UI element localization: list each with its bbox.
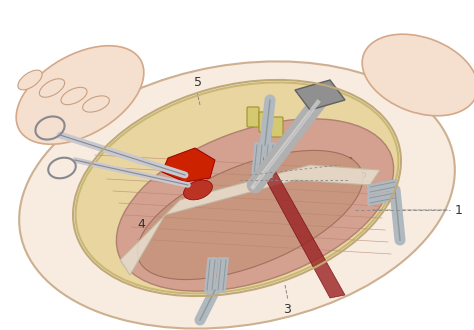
Text: 2: 2 (345, 156, 353, 170)
Polygon shape (295, 80, 345, 110)
Text: 4: 4 (137, 218, 145, 232)
Ellipse shape (116, 119, 393, 291)
Ellipse shape (18, 70, 42, 90)
Polygon shape (162, 148, 215, 182)
Ellipse shape (61, 87, 87, 105)
Ellipse shape (39, 79, 64, 97)
Text: 5: 5 (194, 76, 202, 89)
Ellipse shape (137, 150, 363, 280)
FancyBboxPatch shape (259, 112, 271, 132)
Polygon shape (255, 158, 345, 298)
Ellipse shape (183, 180, 212, 200)
Ellipse shape (19, 61, 455, 329)
Ellipse shape (16, 46, 144, 144)
Text: 3: 3 (283, 303, 291, 316)
Ellipse shape (75, 82, 399, 294)
Text: 6: 6 (358, 169, 366, 182)
FancyBboxPatch shape (247, 107, 259, 127)
Ellipse shape (362, 34, 474, 116)
Ellipse shape (82, 96, 109, 112)
FancyBboxPatch shape (271, 117, 283, 137)
Polygon shape (120, 165, 380, 275)
Text: 1: 1 (455, 204, 463, 216)
Text: x: x (261, 209, 269, 221)
